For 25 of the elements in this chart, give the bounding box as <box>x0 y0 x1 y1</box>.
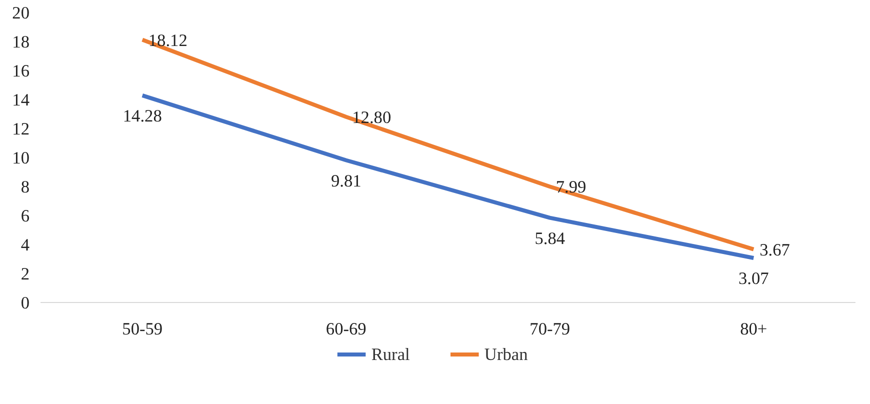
data-label: 18.12 <box>148 30 188 50</box>
y-tick-label: 12 <box>12 120 30 138</box>
x-tick-label: 70-79 <box>530 320 570 338</box>
y-tick-label: 2 <box>20 264 30 284</box>
y-tick-label: 4 <box>20 236 30 254</box>
y-tick-label: 18 <box>12 32 30 52</box>
y-tick-label: 6 <box>20 206 30 226</box>
legend-label: Urban <box>484 345 528 364</box>
y-tick-label: 8 <box>20 178 30 196</box>
data-label: 3.67 <box>760 240 790 260</box>
x-tick-label: 60-69 <box>326 320 366 338</box>
y-tick-label: 16 <box>12 62 30 80</box>
y-tick-label: 14 <box>12 90 30 110</box>
data-label: 12.80 <box>352 108 392 127</box>
y-tick-label: 10 <box>12 148 30 168</box>
legend-label: Rural <box>371 345 410 364</box>
data-label: 5.84 <box>534 228 566 248</box>
data-label: 7.99 <box>556 178 586 197</box>
x-tick-label: 50-59 <box>122 320 163 338</box>
y-tick-label: 0 <box>20 294 30 312</box>
data-label: 3.07 <box>738 268 770 288</box>
x-tick-label: 80+ <box>740 320 768 338</box>
y-tick-label: 20 <box>12 4 30 22</box>
data-label: 9.81 <box>330 171 362 190</box>
data-label: 14.28 <box>122 106 162 126</box>
